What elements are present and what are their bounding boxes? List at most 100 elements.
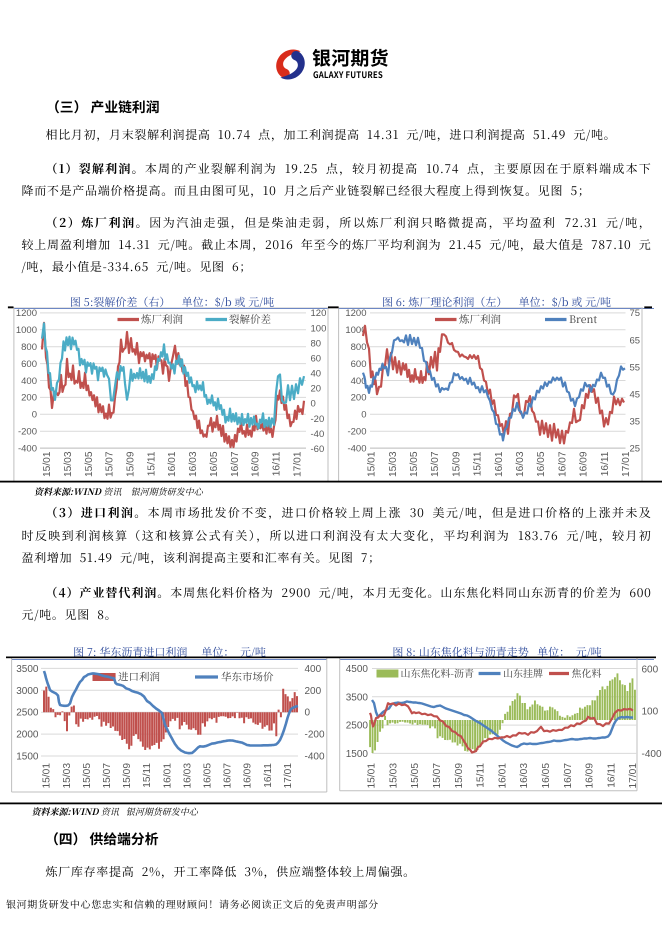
svg-text:15/09: 15/09 — [122, 763, 133, 789]
svg-text:15/05: 15/05 — [410, 763, 421, 789]
svg-text:2000: 2000 — [16, 730, 39, 741]
svg-text:1500: 1500 — [16, 752, 39, 763]
svg-text:25: 25 — [630, 443, 641, 454]
svg-text:17/01: 17/01 — [621, 451, 632, 477]
svg-text:45: 45 — [630, 389, 641, 400]
svg-text:-200: -200 — [347, 427, 366, 438]
svg-text:3500: 3500 — [346, 692, 369, 703]
svg-text:800: 800 — [21, 342, 37, 353]
svg-text:16/07: 16/07 — [557, 451, 568, 477]
svg-text:2500: 2500 — [16, 708, 39, 719]
svg-text:16/11: 16/11 — [263, 763, 274, 788]
svg-text:16/07: 16/07 — [563, 763, 574, 789]
svg-text:16/03: 16/03 — [515, 451, 526, 477]
svg-text:16/09: 16/09 — [579, 451, 590, 477]
svg-text:15/03: 15/03 — [63, 451, 74, 477]
svg-text:15/05: 15/05 — [84, 451, 95, 477]
svg-text:1200: 1200 — [16, 308, 37, 319]
svg-text:16/01: 16/01 — [162, 763, 173, 789]
svg-text:16/11: 16/11 — [606, 763, 617, 788]
svg-text:800: 800 — [351, 342, 367, 353]
svg-text:0: 0 — [305, 708, 311, 719]
svg-text:16/09: 16/09 — [251, 451, 262, 477]
svg-text:15/09: 15/09 — [451, 451, 462, 477]
svg-text:16/01: 16/01 — [497, 763, 508, 789]
svg-text:-200: -200 — [305, 730, 325, 741]
svg-text:16/03: 16/03 — [188, 451, 199, 477]
svg-text:16/07: 16/07 — [223, 763, 234, 789]
svg-text:焦化料: 焦化料 — [572, 665, 602, 680]
svg-text:200: 200 — [21, 393, 37, 404]
svg-text:16/01: 16/01 — [167, 451, 178, 477]
svg-text:600: 600 — [642, 665, 659, 676]
svg-text:15/05: 15/05 — [82, 763, 93, 789]
svg-text:15/03: 15/03 — [62, 763, 73, 789]
svg-text:75: 75 — [630, 308, 641, 319]
svg-text:16/05: 16/05 — [541, 763, 552, 789]
svg-text:山东挂牌: 山东挂牌 — [503, 665, 543, 680]
svg-text:200: 200 — [305, 686, 322, 697]
svg-text:炼厂利润: 炼厂利润 — [141, 312, 183, 327]
svg-text:15/09: 15/09 — [454, 763, 465, 789]
svg-text:华东市场价: 华东市场价 — [221, 670, 274, 685]
svg-text:-200: -200 — [18, 427, 37, 438]
svg-text:40: 40 — [311, 369, 322, 380]
svg-text:60: 60 — [311, 354, 322, 365]
svg-text:15/01: 15/01 — [367, 451, 378, 477]
svg-text:-40: -40 — [311, 429, 325, 440]
svg-text:15/11: 15/11 — [476, 763, 487, 788]
svg-text:17/01: 17/01 — [628, 763, 639, 789]
svg-text:35: 35 — [630, 416, 641, 427]
svg-text:15/07: 15/07 — [102, 763, 113, 789]
svg-text:15/07: 15/07 — [432, 763, 443, 789]
svg-text:400: 400 — [305, 664, 322, 675]
svg-text:1500: 1500 — [346, 749, 369, 760]
svg-text:15/01: 15/01 — [42, 763, 53, 789]
svg-text:15/09: 15/09 — [126, 451, 137, 477]
svg-text:0: 0 — [32, 410, 37, 421]
svg-text:-20: -20 — [311, 414, 325, 425]
svg-text:2500: 2500 — [346, 721, 369, 732]
svg-text:15/11: 15/11 — [473, 451, 484, 476]
svg-text:-400: -400 — [347, 443, 366, 454]
svg-text:15/01: 15/01 — [42, 451, 53, 477]
svg-text:16/01: 16/01 — [494, 451, 505, 477]
svg-text:15/07: 15/07 — [105, 451, 116, 477]
svg-text:炼厂利润: 炼厂利润 — [459, 312, 501, 327]
svg-text:16/03: 16/03 — [519, 763, 530, 789]
svg-text:16/05: 16/05 — [536, 451, 547, 477]
svg-text:进口利润: 进口利润 — [118, 670, 160, 685]
svg-text:3500: 3500 — [16, 664, 39, 675]
svg-text:400: 400 — [21, 376, 37, 387]
svg-text:15/07: 15/07 — [430, 451, 441, 477]
svg-text:-60: -60 — [311, 444, 325, 455]
svg-text:16/03: 16/03 — [182, 763, 193, 789]
svg-text:55: 55 — [630, 362, 641, 373]
svg-text:20: 20 — [311, 384, 322, 395]
svg-text:0: 0 — [361, 410, 366, 421]
svg-text:100: 100 — [642, 707, 659, 718]
svg-text:1200: 1200 — [345, 308, 366, 319]
svg-text:-400: -400 — [18, 443, 37, 454]
svg-text:15/03: 15/03 — [388, 763, 399, 789]
svg-text:1000: 1000 — [345, 325, 366, 336]
svg-text:16/07: 16/07 — [230, 451, 241, 477]
svg-text:16/11: 16/11 — [271, 451, 282, 476]
svg-text:15/11: 15/11 — [142, 763, 153, 788]
svg-text:17/01: 17/01 — [292, 451, 303, 477]
svg-text:0: 0 — [311, 399, 316, 410]
svg-text:16/05: 16/05 — [209, 451, 220, 477]
svg-text:裂解价差: 裂解价差 — [229, 312, 271, 327]
svg-text:17/01: 17/01 — [283, 763, 294, 789]
svg-text:120: 120 — [311, 308, 327, 319]
svg-text:3000: 3000 — [16, 686, 39, 697]
svg-text:Brent: Brent — [569, 312, 597, 327]
svg-text:15/03: 15/03 — [388, 451, 399, 477]
svg-text:65: 65 — [630, 335, 641, 346]
svg-text:600: 600 — [351, 359, 367, 370]
svg-text:200: 200 — [351, 393, 367, 404]
svg-text:80: 80 — [311, 338, 322, 349]
svg-text:15/01: 15/01 — [367, 763, 378, 789]
svg-text:15/05: 15/05 — [409, 451, 420, 477]
svg-text:16/09: 16/09 — [243, 763, 254, 789]
